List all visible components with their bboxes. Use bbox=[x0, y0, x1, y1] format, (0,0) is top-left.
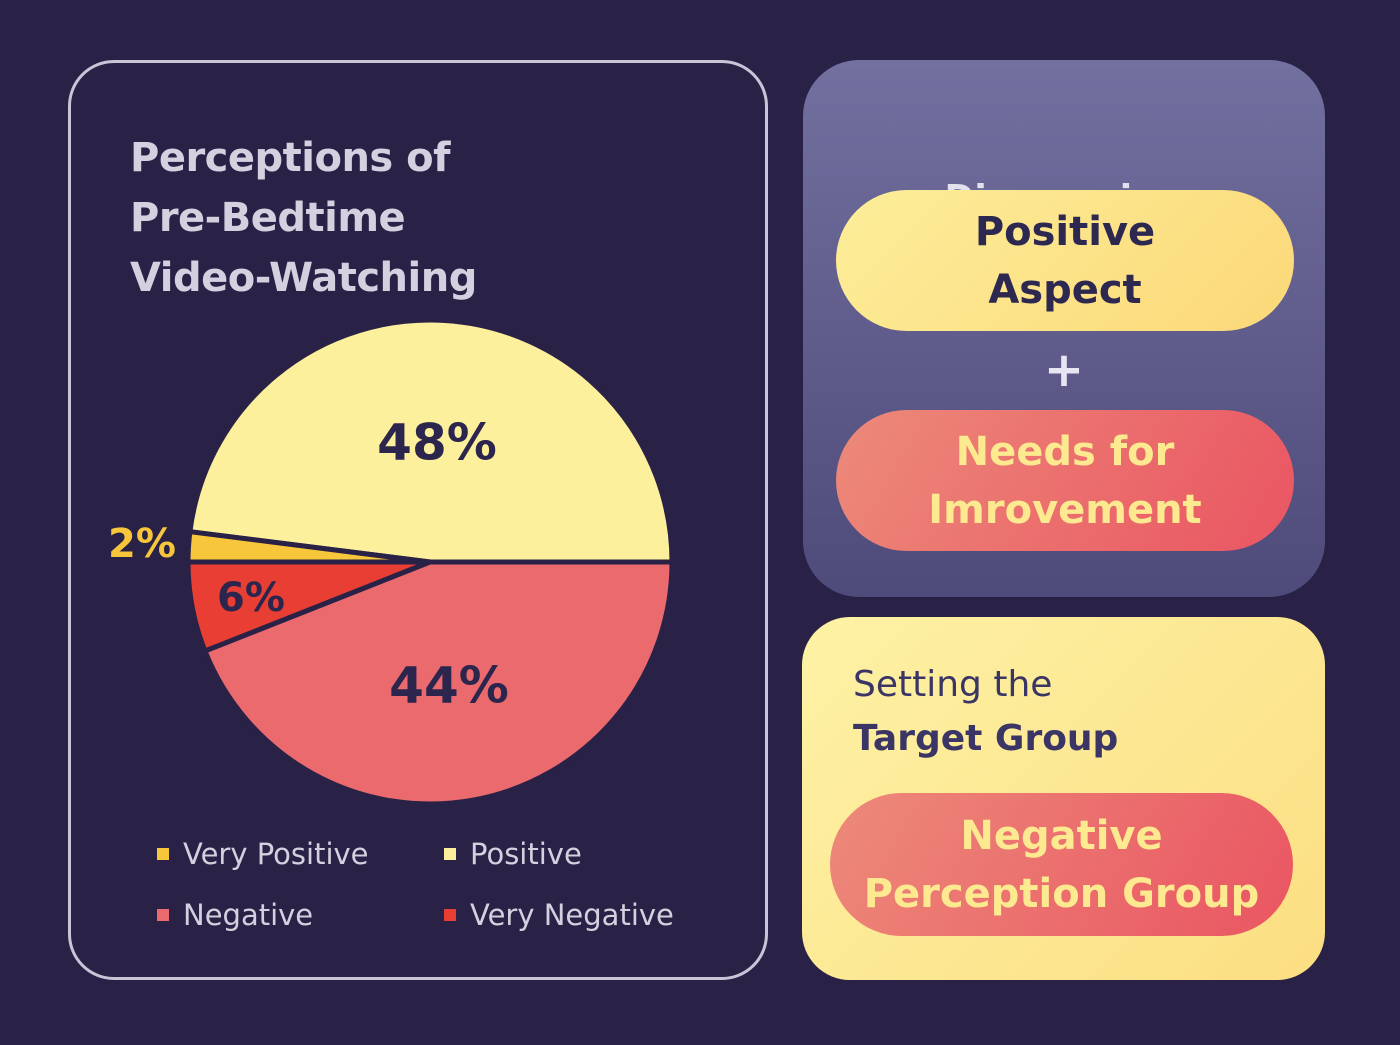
plus-icon: + bbox=[1043, 342, 1085, 398]
negative-perception-pill: Negative Perception Group bbox=[830, 793, 1293, 936]
positive-aspect-line-1: Positive bbox=[974, 208, 1156, 255]
legend-label-positive: Positive bbox=[470, 837, 582, 871]
target-heading-line-1: Setting the bbox=[853, 664, 1053, 705]
chart-title-line-2: Pre-Bedtime bbox=[130, 195, 406, 241]
negative-perception-line-1: Negative bbox=[960, 812, 1163, 859]
target-heading-line-2: Target Group bbox=[853, 718, 1119, 759]
negative-perception-line-2: Perception Group bbox=[863, 870, 1260, 917]
chart-title-line-1: Perceptions of bbox=[130, 135, 451, 181]
legend-label-negative: Negative bbox=[183, 898, 314, 932]
legend-label-very-positive: Very Positive bbox=[183, 837, 369, 871]
pie-label-very-positive: 2% bbox=[108, 521, 176, 567]
legend-item-negative: Negative bbox=[157, 897, 313, 933]
needs-improvement-line-2: Imrovement bbox=[928, 486, 1202, 533]
pie-label-negative: 44% bbox=[389, 657, 509, 715]
positive-aspect-pill: Positive Aspect bbox=[836, 190, 1294, 331]
pie-label-positive: 48% bbox=[377, 414, 497, 472]
legend-label-very-negative: Very Negative bbox=[470, 898, 674, 932]
pie-slice-negative bbox=[202, 559, 675, 807]
needs-improvement-line-1: Needs for bbox=[955, 428, 1175, 475]
pie-label-very-negative: 6% bbox=[217, 575, 285, 621]
chart-title-line-3: Video-Watching bbox=[130, 255, 477, 301]
positive-aspect-line-2: Aspect bbox=[988, 266, 1142, 313]
legend-item-very-negative: Very Negative bbox=[444, 897, 674, 933]
pie-slice-positive bbox=[187, 317, 675, 565]
legend-item-very-positive: Very Positive bbox=[157, 836, 369, 872]
legend-swatch-negative bbox=[157, 909, 169, 921]
legend-swatch-very-negative bbox=[444, 909, 456, 921]
needs-improvement-pill: Needs for Imrovement bbox=[836, 410, 1294, 551]
chart-card bbox=[68, 60, 768, 980]
chart-title: Perceptions of Pre-Bedtime Video-Watchin… bbox=[130, 128, 690, 308]
legend-item-positive: Positive bbox=[444, 836, 582, 872]
legend-swatch-positive bbox=[444, 848, 456, 860]
legend-swatch-very-positive bbox=[157, 848, 169, 860]
